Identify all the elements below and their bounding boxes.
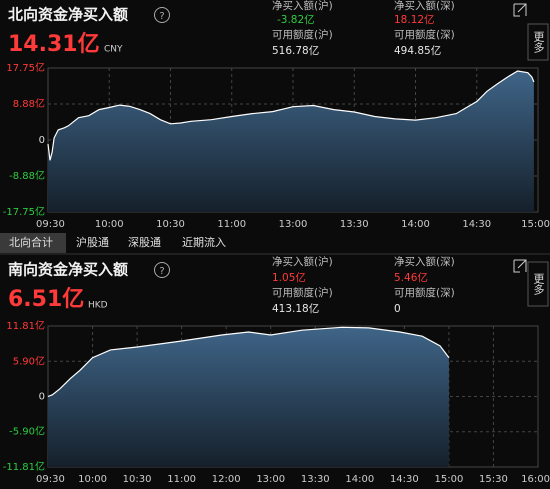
stat-value: 413.18亿 (272, 302, 319, 315)
currency: HKD (88, 301, 108, 311)
x-tick-label: 11:00 (167, 474, 196, 485)
x-tick-label: 12:00 (212, 474, 241, 485)
stat-label: 可用额度(沪) (272, 286, 333, 299)
tab[interactable]: 深股通 (128, 236, 161, 249)
x-tick-label: 15:30 (479, 474, 508, 485)
line (47, 70, 535, 161)
more-label[interactable]: 更多 (532, 31, 545, 54)
y-tick-label: -17.75亿 (3, 205, 45, 218)
panel-title: 南向资金净买入额 (8, 261, 128, 279)
x-tick-label: 09:30 (36, 474, 65, 485)
stat-value: 0 (394, 303, 401, 315)
stat-value: 516.78亿 (272, 44, 319, 57)
help-icon[interactable] (154, 7, 170, 23)
stat-value: -3.82亿 (277, 13, 315, 26)
expand-icon[interactable] (513, 259, 527, 273)
total-value: 14.31亿 (8, 32, 100, 57)
help-icon[interactable] (154, 262, 170, 278)
x-tick-label: 15:00 (521, 219, 550, 230)
x-tick-label: 15:00 (434, 474, 463, 485)
y-tick-label: 17.75亿 (6, 61, 45, 74)
x-tick-label: 11:00 (217, 219, 246, 230)
x-tick-label: 13:00 (279, 219, 308, 230)
stat-label: 可用额度(深) (394, 286, 455, 299)
x-tick-label: 10:30 (156, 219, 185, 230)
help-mark: ? (159, 11, 164, 22)
x-tick-label: 10:00 (78, 474, 107, 485)
x-tick-label: 10:00 (95, 219, 124, 230)
stat-label: 净买入额(深) (394, 0, 455, 12)
x-tick-label: 13:30 (301, 474, 330, 485)
x-tick-label: 16:00 (521, 474, 550, 485)
currency: CNY (104, 45, 123, 55)
y-tick-label: -8.88亿 (9, 169, 45, 182)
x-tick-label: 13:30 (340, 219, 369, 230)
more-button[interactable] (527, 261, 549, 307)
x-tick-label: 13:00 (256, 474, 285, 485)
x-tick-label: 10:30 (123, 474, 152, 485)
y-tick-label: 0 (39, 392, 45, 403)
area-fill (48, 71, 534, 212)
x-tick-label: 14:00 (345, 474, 374, 485)
y-tick-label: 8.88亿 (13, 97, 45, 110)
help-mark: ? (159, 266, 164, 277)
stat-value: 1.05亿 (272, 271, 306, 284)
more-label[interactable]: 更多 (532, 273, 545, 296)
tab[interactable]: 北向合计 (9, 235, 53, 249)
area-fill (48, 327, 449, 467)
y-tick-label: 11.81亿 (6, 319, 45, 332)
stat-value: 5.46亿 (394, 271, 428, 284)
x-tick-label: 09:30 (36, 219, 65, 230)
y-tick-label: 0 (39, 135, 45, 146)
stat-label: 可用额度(深) (394, 28, 455, 41)
y-tick-label: -5.90亿 (9, 425, 45, 438)
x-tick-label: 14:30 (462, 219, 491, 230)
y-tick-label: -11.81亿 (3, 460, 45, 473)
stat-label: 净买入额(沪) (272, 255, 333, 268)
stat-value: 494.85亿 (394, 44, 441, 57)
panel-title: 北向资金净买入额 (8, 6, 128, 24)
line (47, 326, 450, 398)
tab[interactable]: 沪股通 (76, 235, 109, 249)
more-button[interactable] (527, 23, 549, 61)
stat-label: 可用额度(沪) (272, 28, 333, 41)
expand-icon[interactable] (513, 3, 527, 17)
stat-label: 净买入额(沪) (272, 0, 333, 12)
stat-value: 18.12亿 (394, 13, 435, 26)
total-value: 6.51亿 (8, 287, 84, 312)
tab[interactable]: 近期流入 (182, 235, 226, 249)
y-tick-label: 5.90亿 (13, 354, 45, 367)
stat-label: 净买入额(深) (394, 255, 455, 268)
tab-active-bg (0, 233, 66, 253)
x-tick-label: 14:00 (401, 219, 430, 230)
x-tick-label: 14:30 (390, 474, 419, 485)
